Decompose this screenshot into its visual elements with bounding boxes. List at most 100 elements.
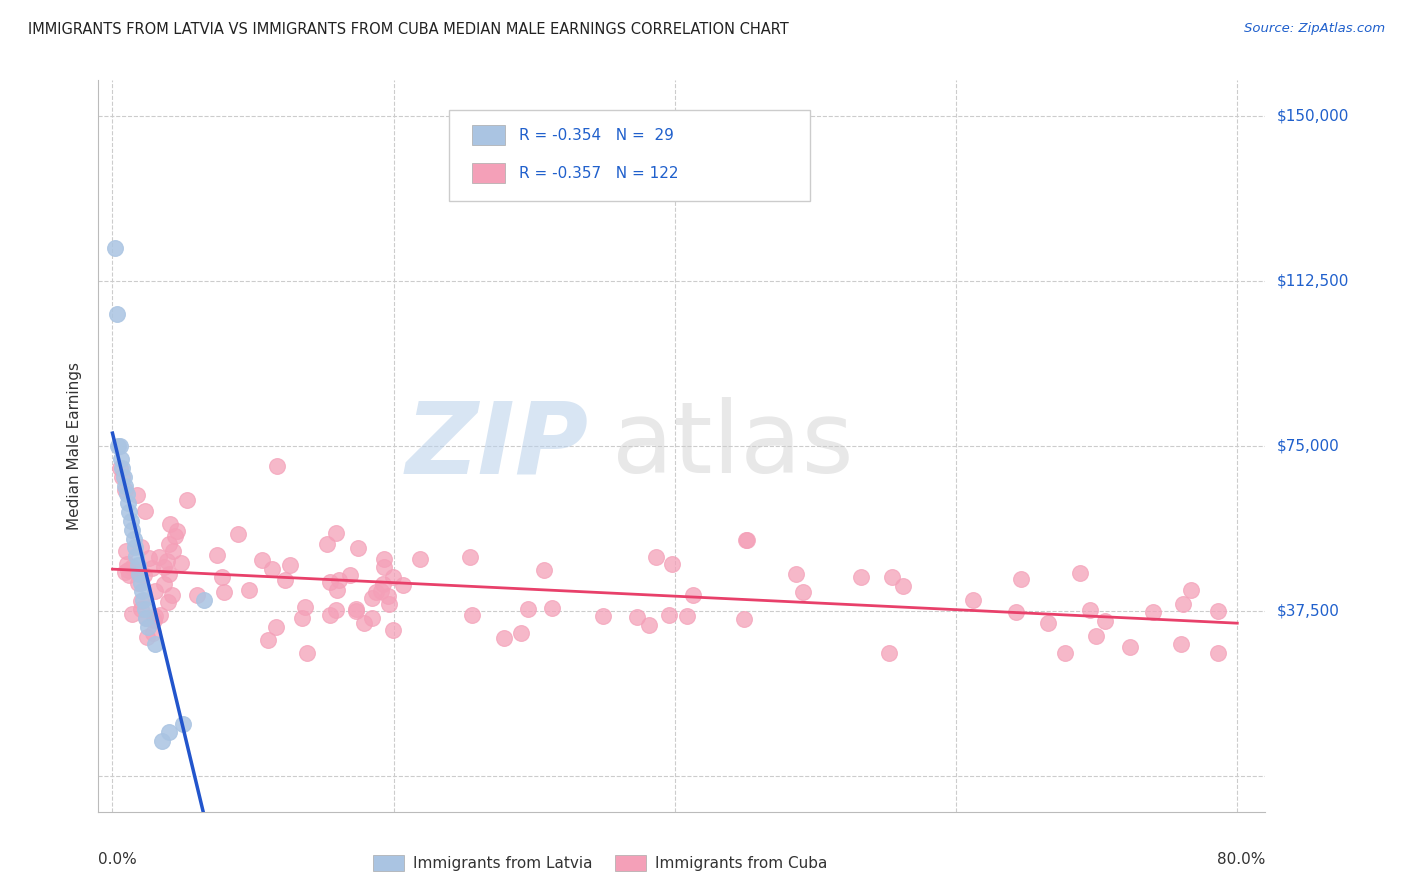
Text: $37,500: $37,500 xyxy=(1277,604,1340,619)
Point xyxy=(962,592,984,607)
Point xyxy=(114,478,136,492)
Y-axis label: Median Male Earnings: Median Male Earnings xyxy=(67,362,83,530)
Point xyxy=(1036,615,1059,630)
Point xyxy=(142,625,165,640)
Point xyxy=(325,525,347,540)
Point xyxy=(792,584,814,599)
Point xyxy=(291,611,314,625)
Point xyxy=(1170,637,1192,651)
Point xyxy=(118,568,141,582)
Point xyxy=(152,560,174,574)
Point xyxy=(382,623,405,637)
Point xyxy=(325,603,347,617)
Point xyxy=(1085,629,1108,643)
Point xyxy=(541,600,564,615)
Point xyxy=(121,607,143,621)
Point xyxy=(134,504,156,518)
Point xyxy=(382,570,405,584)
Text: R = -0.354   N =  29: R = -0.354 N = 29 xyxy=(519,128,673,143)
Point xyxy=(346,604,368,618)
Point xyxy=(211,570,233,584)
FancyBboxPatch shape xyxy=(472,163,505,184)
Point xyxy=(143,613,166,627)
Point xyxy=(138,551,160,566)
Point xyxy=(117,496,139,510)
Point xyxy=(1053,646,1076,660)
Point xyxy=(328,573,350,587)
Point xyxy=(111,461,134,475)
Point xyxy=(127,558,149,572)
Point xyxy=(371,577,394,591)
Point xyxy=(460,550,482,565)
Point xyxy=(1119,640,1142,654)
FancyBboxPatch shape xyxy=(449,110,810,201)
Point xyxy=(409,551,432,566)
Point xyxy=(1206,646,1229,660)
Point xyxy=(115,487,138,501)
Point xyxy=(156,595,179,609)
Point xyxy=(1010,572,1032,586)
Point xyxy=(143,583,166,598)
Point xyxy=(127,488,149,502)
Point xyxy=(1142,605,1164,619)
Point xyxy=(132,593,155,607)
Point xyxy=(107,439,129,453)
Text: IMMIGRANTS FROM LATVIA VS IMMIGRANTS FROM CUBA MEDIAN MALE EARNINGS CORRELATION : IMMIGRANTS FROM LATVIA VS IMMIGRANTS FRO… xyxy=(28,22,789,37)
Point xyxy=(141,560,163,574)
Point xyxy=(172,716,194,731)
Point xyxy=(166,524,188,538)
Point xyxy=(877,646,900,660)
Point xyxy=(159,536,181,550)
Point xyxy=(127,575,149,590)
Point xyxy=(295,646,318,660)
Point xyxy=(339,567,361,582)
Point xyxy=(122,532,145,546)
Point xyxy=(112,470,135,484)
Point xyxy=(364,584,387,599)
Point xyxy=(250,553,273,567)
Point xyxy=(1080,603,1102,617)
Point xyxy=(159,517,181,532)
Point xyxy=(131,584,153,599)
Point xyxy=(135,611,157,625)
Point xyxy=(176,492,198,507)
Text: 80.0%: 80.0% xyxy=(1218,852,1265,867)
Point xyxy=(121,559,143,574)
FancyBboxPatch shape xyxy=(472,125,505,145)
Point xyxy=(891,579,914,593)
Point xyxy=(108,461,131,475)
Point xyxy=(360,611,382,625)
Point xyxy=(114,544,136,558)
Text: Source: ZipAtlas.com: Source: ZipAtlas.com xyxy=(1244,22,1385,36)
Point xyxy=(392,577,415,591)
Point xyxy=(370,583,392,598)
Text: $150,000: $150,000 xyxy=(1277,108,1348,123)
Point xyxy=(849,570,872,584)
Point xyxy=(1069,566,1091,580)
Point xyxy=(257,633,280,648)
Point xyxy=(163,529,186,543)
Text: $75,000: $75,000 xyxy=(1277,439,1340,453)
Point xyxy=(733,612,755,626)
Point xyxy=(880,570,903,584)
Point xyxy=(347,541,370,556)
Point xyxy=(114,565,136,579)
Point xyxy=(162,587,184,601)
Point xyxy=(129,540,152,554)
Point xyxy=(110,452,132,467)
Point xyxy=(361,591,384,606)
Point xyxy=(266,459,288,474)
Point xyxy=(676,608,699,623)
Point xyxy=(266,620,288,634)
Point xyxy=(682,588,704,602)
Text: R = -0.357   N = 122: R = -0.357 N = 122 xyxy=(519,166,678,181)
Point xyxy=(135,611,157,625)
Point xyxy=(156,554,179,568)
Point xyxy=(294,600,316,615)
Point xyxy=(127,565,149,579)
Point xyxy=(129,601,152,615)
Point xyxy=(115,557,138,571)
Point xyxy=(661,557,683,571)
Point xyxy=(638,618,661,632)
Point xyxy=(533,562,555,576)
